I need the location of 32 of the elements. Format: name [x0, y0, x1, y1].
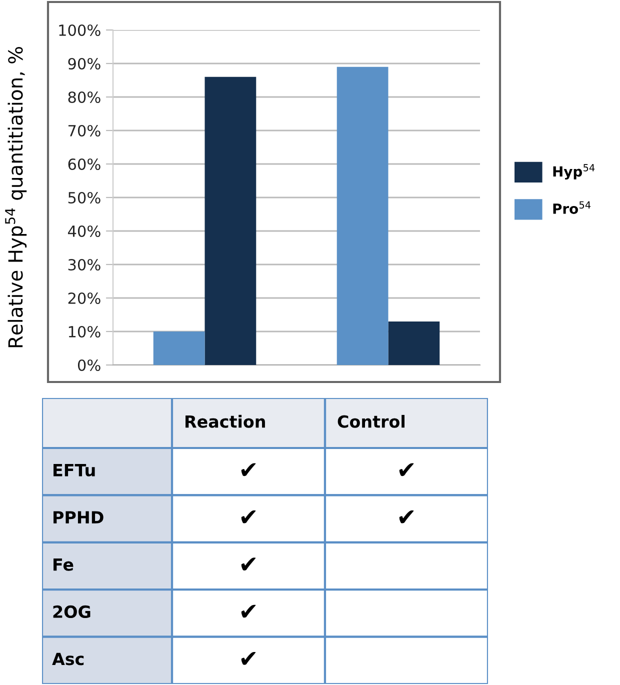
y-tick-label: 80%: [68, 91, 100, 104]
y-tick-label: 0%: [78, 359, 100, 372]
category-label: Reaction: [186, 414, 265, 428]
category-label: Asc: [52, 652, 84, 666]
bar: [388, 321, 440, 365]
y-tick-label: 10%: [68, 326, 100, 338]
category-label: PPHD: [54, 511, 104, 524]
category-label: Fe: [54, 558, 74, 571]
text: ✔: [241, 604, 256, 618]
bar: [204, 76, 256, 365]
text: ✔: [399, 510, 414, 524]
y-tick-label: 60%: [68, 158, 100, 170]
y-axis-title: Relative Hyp$^{54}$ quantitiation, %: [5, 47, 27, 348]
y-tick-label: 20%: [68, 292, 100, 304]
text: ✔: [241, 652, 256, 665]
y-tick-label: 70%: [68, 124, 100, 137]
y-tick-label: 50%: [68, 192, 100, 204]
text: ✔: [399, 463, 414, 476]
text: ✔: [241, 463, 256, 476]
category-label: EFTu: [54, 464, 95, 476]
y-tick-label: 40%: [68, 225, 100, 238]
bar: [153, 332, 205, 365]
category-label: 2OG: [53, 605, 90, 618]
legend-label: Pro$^{54}$: [553, 201, 591, 214]
text: ✔: [241, 510, 256, 524]
y-tick-label: 100%: [59, 24, 100, 36]
legend-label: Hyp$^{54}$: [553, 164, 595, 180]
text: ✔: [241, 558, 256, 570]
y-tick-label: 90%: [68, 58, 100, 70]
bar: [336, 66, 388, 365]
category-label: Control: [338, 414, 404, 428]
y-tick-label: 30%: [68, 258, 100, 271]
